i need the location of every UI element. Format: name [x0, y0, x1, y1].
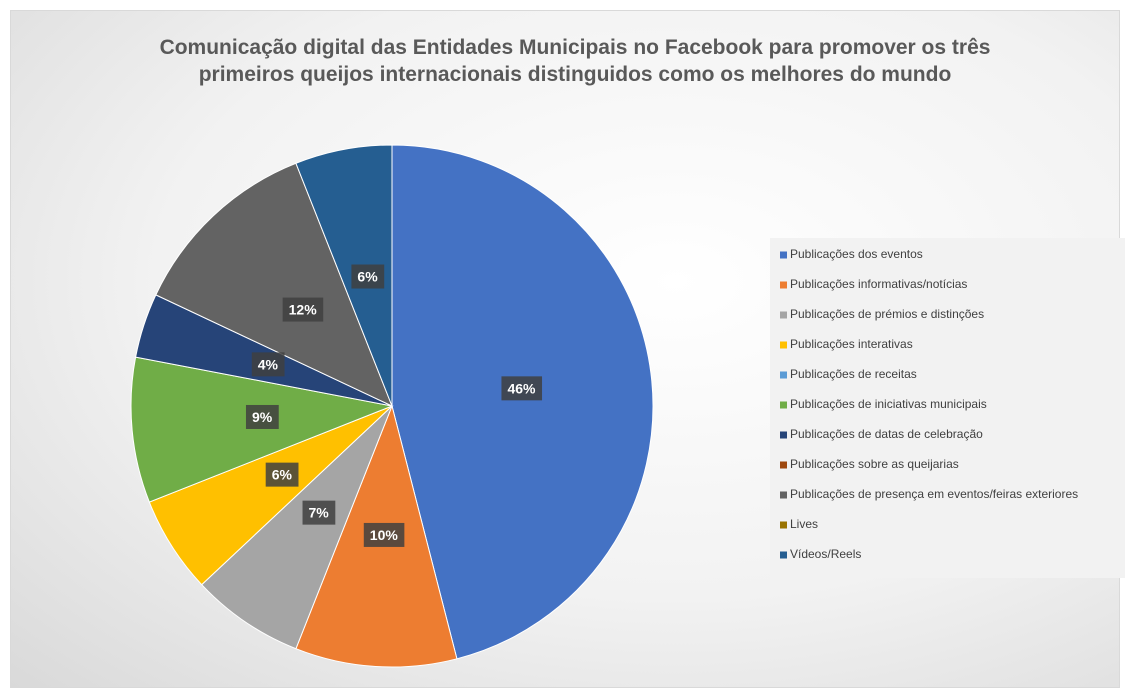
legend-label: Vídeos/Reels: [790, 547, 861, 561]
data-label: 12%: [289, 302, 318, 318]
data-label-box: [501, 376, 543, 401]
data-label: 6%: [357, 269, 378, 285]
legend-label: Publicações sobre as queijarias: [790, 457, 959, 471]
legend-label: Publicações dos eventos: [790, 247, 923, 261]
data-label-box: [251, 352, 285, 377]
legend-marker: [780, 401, 787, 409]
pie-slice: [130, 356, 394, 503]
data-label: 10%: [370, 527, 399, 543]
legend-marker: [780, 371, 787, 379]
legend-marker: [780, 431, 787, 439]
pie-slice: [155, 162, 393, 407]
legend-label: Publicações de iniciativas municipais: [790, 397, 987, 411]
legend-marker: [780, 491, 787, 499]
legend-label: Publicações de datas de celebração: [790, 427, 983, 441]
pie-slice: [295, 144, 393, 407]
legend-marker: [780, 281, 787, 289]
pie-slice: [391, 144, 654, 660]
data-label-box: [302, 500, 336, 525]
legend-label: Publicações de prémios e distinções: [790, 307, 984, 321]
data-label: 4%: [258, 356, 279, 372]
data-label: 6%: [272, 467, 293, 483]
legend-marker: [780, 251, 787, 259]
data-label-box: [282, 297, 324, 322]
legend-label: Publicações informativas/notícias: [790, 277, 967, 291]
legend-marker: [780, 521, 787, 529]
legend-label: Publicações de presença em eventos/feira…: [790, 487, 1078, 501]
pie-slice: [201, 405, 393, 650]
legend-marker: [780, 551, 787, 559]
legend-label: Lives: [790, 517, 818, 531]
legend-marker: [780, 341, 787, 349]
legend-box: [770, 238, 1125, 578]
chart-title: Comunicação digital das Entidades Munici…: [159, 36, 991, 86]
legend-marker: [780, 311, 787, 319]
data-label-box: [265, 462, 299, 487]
data-label-box: [363, 522, 405, 547]
data-label-box: [351, 264, 385, 289]
data-label: 7%: [309, 505, 330, 521]
legend-label: Publicações de receitas: [790, 367, 917, 381]
legend-label: Publicações interativas: [790, 337, 913, 351]
data-label: 46%: [507, 380, 536, 396]
data-label: 9%: [252, 409, 273, 425]
data-label-box: [245, 404, 279, 429]
legend-marker: [780, 461, 787, 469]
